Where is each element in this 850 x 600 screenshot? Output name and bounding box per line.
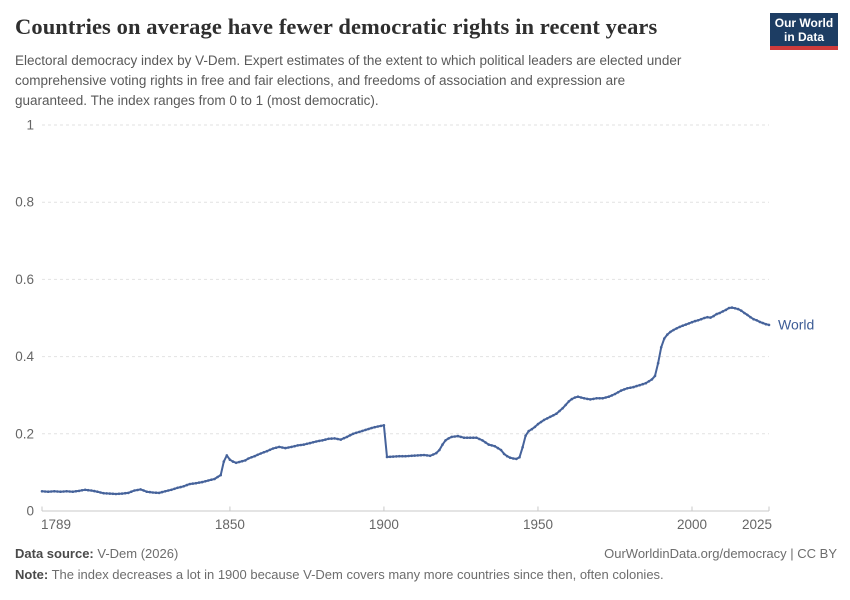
note-label: Note: (15, 567, 49, 582)
y-tick-label: 0.2 (15, 426, 34, 441)
x-tick-label: 1950 (523, 517, 553, 532)
logo-text-line2: in Data (783, 29, 824, 44)
chart-subtitle: Electoral democracy index by V-Dem. Expe… (15, 53, 682, 108)
attribution-link[interactable]: OurWorldinData.org/democracy | CC BY (604, 546, 837, 561)
page-title: Countries on average have fewer democrat… (15, 14, 658, 39)
logo-red-stripe (770, 46, 838, 50)
data-source-value: V-Dem (2026) (97, 546, 179, 561)
logo-text-line1: Our World (774, 16, 834, 30)
data-source: Data source: V-Dem (2026) (15, 546, 178, 562)
y-tick-label: 0.4 (15, 349, 34, 364)
x-tick-label: 2025 (742, 517, 772, 532)
owid-logo[interactable]: Our World in Data (770, 13, 838, 50)
y-tick-label: 1 (26, 118, 34, 133)
x-axis: 1789 1850 1900 1950 2000 2025 (41, 506, 772, 532)
data-source-label: Data source: (15, 546, 94, 561)
y-tick-label: 0.8 (15, 195, 34, 210)
note-value: The index decreases a lot in 1900 becaus… (51, 567, 664, 582)
x-tick-label: 2000 (677, 517, 707, 532)
x-tick-label: 1789 (41, 517, 71, 532)
world-line-markers (40, 306, 771, 496)
line-chart-canvas[interactable]: 0 0.2 0.4 0.6 0.8 1 1789 1850 1900 1950 2000 2025 Wo… (0, 110, 850, 535)
y-tick-label: 0.6 (15, 272, 34, 287)
chart-footer: Data source: V-Dem (2026) OurWorldinData… (15, 546, 837, 583)
y-tick-label: 0 (26, 504, 34, 519)
x-tick-label: 1900 (369, 517, 399, 532)
x-tick-label: 1850 (215, 517, 245, 532)
world-line[interactable] (41, 306, 770, 495)
entity-label-world[interactable]: World (778, 316, 814, 332)
y-gridlines: 0 0.2 0.4 0.6 0.8 1 (15, 118, 769, 519)
chart-note: Note: The index decreases a lot in 1900 … (15, 567, 837, 583)
